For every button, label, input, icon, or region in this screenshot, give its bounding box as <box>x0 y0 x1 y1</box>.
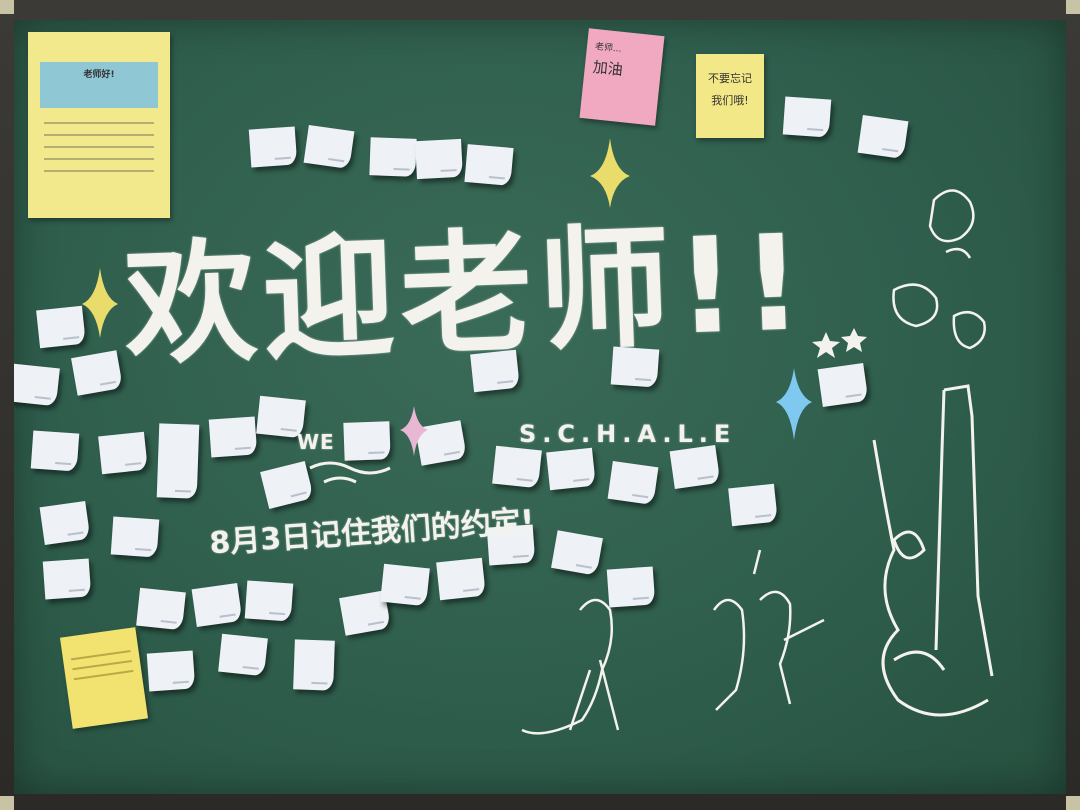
chalkboard: 老师好! 老师... 加油 不要忘记 我们哦! <box>14 20 1066 794</box>
chalk-doodles <box>82 138 994 735</box>
sparkle-icon <box>82 268 118 338</box>
sparkle-icon <box>590 138 630 208</box>
frame-corner <box>0 0 14 14</box>
frame-corner <box>1066 0 1080 14</box>
sticky-note-yellow-small: 不要忘记 我们哦! <box>696 54 764 138</box>
sticky-note-yellow-large: 老师好! <box>28 32 170 218</box>
character-doodle-icon <box>892 189 986 350</box>
sparkle-icon <box>776 368 812 440</box>
schale-chalk-text: S.C.H.A.L.E <box>519 420 737 448</box>
tower-doodle-icon <box>872 384 994 717</box>
under-we-wave <box>309 461 391 484</box>
we-chalk-text: WE <box>297 430 335 454</box>
star-icon <box>812 328 867 358</box>
sparkle-icon <box>400 406 428 456</box>
sticky-note-banner: 老师好! <box>40 62 158 108</box>
sticky-note-yellow-line2: 我们哦! <box>711 94 749 107</box>
character-doodle-icon <box>521 598 620 735</box>
character-doodle-icon <box>712 549 825 711</box>
frame-corner <box>0 796 14 810</box>
sticky-note-yellow-line1: 不要忘记 <box>708 72 752 85</box>
sticky-note-scribble-lines <box>44 122 154 172</box>
sticky-note-banner-text: 老师好! <box>83 70 115 80</box>
frame-corner <box>1066 796 1080 810</box>
